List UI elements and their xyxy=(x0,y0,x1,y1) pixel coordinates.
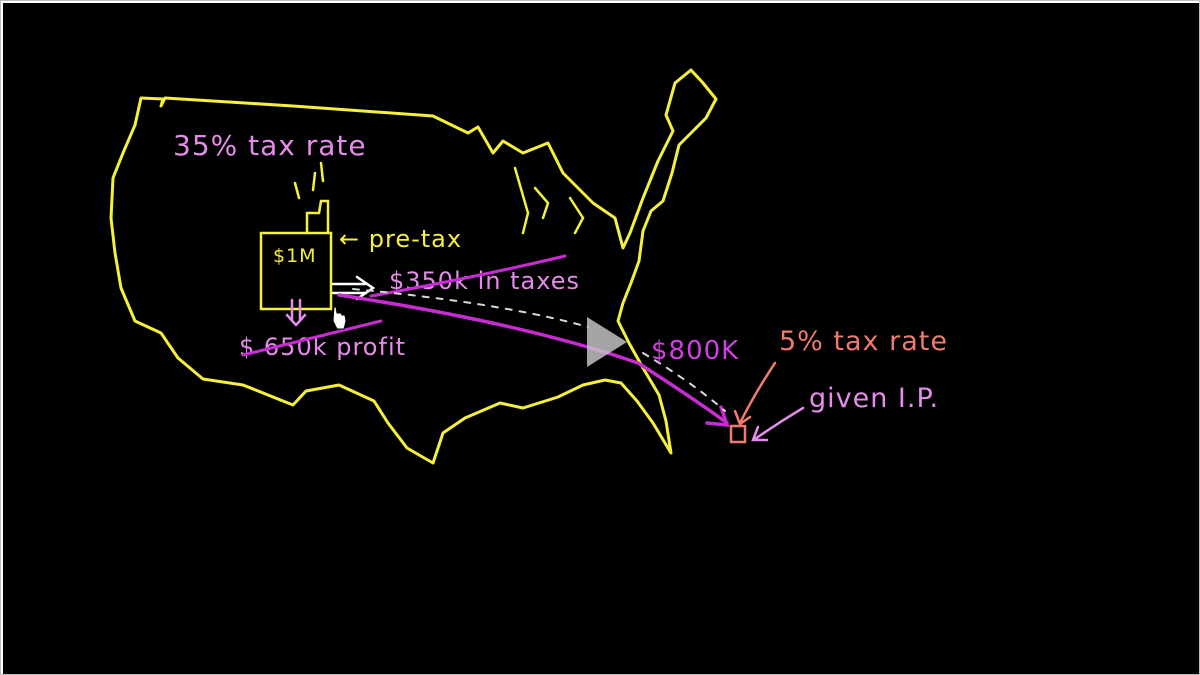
play-button[interactable] xyxy=(573,309,639,375)
us-map-outline xyxy=(109,68,718,465)
taxes-label: $350k in taxes xyxy=(389,267,580,295)
given-ip-label: given I.P. xyxy=(809,383,939,414)
pre-tax-label: ← pre-tax xyxy=(339,225,462,253)
us-tax-rate-label: 35% tax rate xyxy=(173,129,367,162)
taxes-arrow-icon xyxy=(331,275,376,301)
low-tax-rate-label: 5% tax rate xyxy=(779,326,948,357)
company-amount-label: $1M xyxy=(273,245,317,267)
low-rate-arrow-icon xyxy=(733,361,777,426)
taxes-strike xyxy=(369,254,567,298)
tax-haven-box xyxy=(729,424,747,444)
given-ip-arrow-icon xyxy=(751,406,805,442)
video-frame[interactable]: 35% tax rate $1M ← pre-tax $350k in taxe… xyxy=(3,3,1199,674)
transfer-arrowhead-icon xyxy=(705,405,730,428)
profit-strike xyxy=(241,319,383,357)
blackboard-drawing: 35% tax rate $1M ← pre-tax $350k in taxe… xyxy=(109,68,948,465)
transfer-amount-label: $800K xyxy=(651,336,739,366)
map-lakes xyxy=(513,166,585,235)
dashed-path xyxy=(352,288,726,412)
cursor-hand-icon xyxy=(332,306,347,330)
factory-icon xyxy=(259,161,333,311)
profit-arrow-icon xyxy=(285,298,307,327)
profit-label: $ 650k profit xyxy=(239,333,406,361)
play-icon xyxy=(587,317,627,367)
